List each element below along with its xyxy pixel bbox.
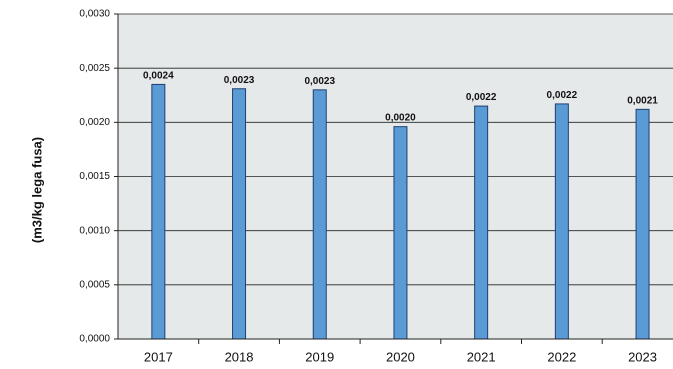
y-tick-label: 0,0020 — [79, 117, 110, 128]
x-axis-ticks: 2017 2018 2019 2020 2021 2022 2023 — [144, 339, 657, 364]
y-axis-label: (m3/kg lega fusa) — [29, 137, 44, 243]
data-label-2019: 0,0023 — [304, 76, 335, 87]
x-tick-label-2017: 2017 — [144, 349, 173, 364]
bar-2021 — [474, 105, 489, 340]
data-label-2017: 0,0024 — [143, 70, 174, 81]
data-label-2023: 0,0021 — [627, 95, 658, 106]
x-tick-label-2022: 2022 — [547, 349, 576, 364]
x-tick-label-2020: 2020 — [386, 349, 415, 364]
x-tick-label-2019: 2019 — [305, 349, 334, 364]
bar-2023 — [635, 108, 650, 340]
data-label-2021: 0,0022 — [466, 92, 497, 103]
bars — [151, 83, 650, 340]
x-tick-label-2021: 2021 — [467, 349, 496, 364]
bar-2020 — [393, 126, 408, 340]
y-tick-label: 0,0000 — [79, 334, 110, 345]
bar-2019 — [312, 89, 327, 340]
x-tick-label-2023: 2023 — [628, 349, 657, 364]
y-tick-label: 0,0015 — [79, 171, 110, 182]
y-tick-label: 0,0005 — [79, 279, 110, 290]
data-label-2018: 0,0023 — [224, 75, 255, 86]
data-label-2022: 0,0022 — [547, 90, 578, 101]
y-tick-label: 0,0030 — [79, 9, 110, 20]
x-tick-label-2018: 2018 — [225, 349, 254, 364]
y-tick-label: 0,0010 — [79, 225, 110, 236]
data-label-2020: 0,0020 — [385, 113, 416, 124]
bar-2018 — [232, 88, 247, 340]
bar-2022 — [554, 103, 569, 340]
y-tick-label: 0,0025 — [79, 63, 110, 74]
y-axis-ticks: 0,0000 0,0005 0,0010 0,0015 0,0020 0,0025 0,00… — [79, 9, 118, 345]
bar-2017 — [151, 83, 166, 340]
data-labels: 0,0024 0,0023 0,0023 0,0020 0,0022 0,0022 0,00… — [143, 70, 658, 123]
